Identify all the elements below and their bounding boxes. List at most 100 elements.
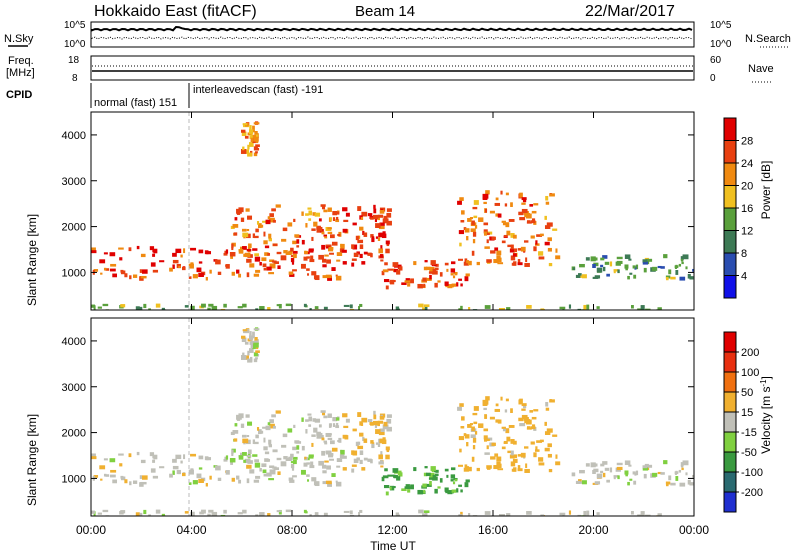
velocity-cell bbox=[217, 477, 222, 481]
power-cell bbox=[383, 279, 390, 283]
velocity-cell bbox=[446, 474, 449, 478]
power-cell bbox=[324, 254, 329, 257]
velocity-cell bbox=[483, 435, 488, 440]
velocity-cell bbox=[471, 426, 475, 432]
power-cell bbox=[308, 218, 312, 221]
power-cell bbox=[225, 264, 230, 269]
colorbar-swatch bbox=[724, 392, 736, 412]
power-colorbar-tick: 12 bbox=[741, 226, 753, 238]
power-cell bbox=[370, 217, 374, 220]
velocity-cell bbox=[545, 407, 550, 411]
x-tick-label: 00:00 bbox=[76, 523, 106, 537]
velocity-cell bbox=[178, 471, 181, 475]
power-cell bbox=[602, 266, 606, 272]
velocity-cell bbox=[600, 470, 604, 474]
power-cell bbox=[519, 192, 523, 198]
power-cell bbox=[259, 224, 264, 228]
velocity-cell bbox=[450, 479, 454, 482]
power-cell bbox=[555, 255, 561, 260]
power-cell bbox=[378, 225, 385, 230]
velocity-cell bbox=[423, 472, 428, 477]
power-cell bbox=[290, 255, 295, 258]
velocity-cell bbox=[136, 451, 140, 456]
power-cell bbox=[272, 243, 278, 246]
power-cell bbox=[325, 274, 332, 279]
velocity-cell bbox=[266, 472, 272, 477]
velocity-cell bbox=[352, 450, 358, 456]
velocity-cell bbox=[393, 486, 396, 489]
power-cell bbox=[467, 260, 472, 266]
power-cell bbox=[352, 244, 358, 250]
power-cell bbox=[524, 262, 530, 267]
power-cell bbox=[510, 244, 514, 250]
velocity-cell bbox=[247, 338, 253, 342]
power-cell bbox=[290, 247, 294, 252]
power-cell bbox=[172, 259, 179, 264]
power-cell bbox=[316, 225, 321, 230]
power-cell bbox=[249, 142, 254, 147]
power-cell bbox=[624, 254, 631, 259]
velocity-cell bbox=[143, 509, 147, 515]
velocity-cell bbox=[373, 414, 377, 420]
velocity-cell bbox=[393, 474, 398, 479]
power-cell bbox=[357, 206, 362, 212]
velocity-cell bbox=[310, 461, 314, 466]
velocity-cell bbox=[579, 469, 585, 474]
power-cell bbox=[253, 136, 259, 142]
power-cell bbox=[533, 203, 539, 206]
power-cell bbox=[500, 190, 503, 195]
power-cell bbox=[478, 217, 484, 222]
power-cell bbox=[482, 197, 488, 200]
power-cell bbox=[355, 235, 359, 241]
velocity-cell bbox=[585, 463, 590, 467]
velocity-cell bbox=[201, 509, 206, 514]
power-cell bbox=[232, 224, 239, 228]
power-cell bbox=[231, 242, 236, 247]
velocity-cell bbox=[484, 452, 490, 455]
power-cell bbox=[497, 262, 504, 265]
power-cell bbox=[381, 270, 385, 276]
velocity-cell bbox=[245, 414, 250, 418]
x-tick-label: 04:00 bbox=[176, 523, 206, 537]
power-cell bbox=[271, 260, 277, 263]
velocity-cell bbox=[386, 449, 390, 453]
power-cell bbox=[646, 258, 653, 262]
velocity-cell bbox=[327, 437, 333, 441]
velocity-colorbar-tick: -100 bbox=[741, 467, 763, 479]
velocity-cell bbox=[464, 482, 469, 488]
velocity-colorbar-tick: 200 bbox=[741, 347, 759, 359]
velocity-cell bbox=[336, 417, 340, 421]
power-cell bbox=[380, 245, 383, 250]
velocity-cell bbox=[318, 424, 322, 428]
power-cell bbox=[269, 213, 274, 218]
power-cell bbox=[253, 122, 260, 125]
velocity-cell bbox=[375, 429, 381, 435]
velocity-cell bbox=[491, 442, 496, 446]
power-cell bbox=[139, 269, 142, 273]
velocity-cell bbox=[248, 449, 252, 454]
velocity-cell bbox=[523, 446, 529, 449]
velocity-cell bbox=[437, 486, 441, 489]
velocity-cell bbox=[242, 452, 247, 456]
velocity-cell bbox=[496, 456, 502, 462]
velocity-cell bbox=[324, 460, 329, 463]
velocity-cell bbox=[190, 453, 197, 457]
velocity-cell bbox=[335, 481, 342, 487]
velocity-cell bbox=[337, 439, 341, 443]
power-cell bbox=[538, 256, 545, 260]
velocity-cell bbox=[343, 510, 350, 513]
velocity-cell bbox=[675, 470, 678, 474]
power-cell bbox=[246, 233, 251, 239]
power-cell bbox=[444, 262, 449, 266]
velocity-cell bbox=[501, 426, 506, 429]
velocity-cell bbox=[422, 483, 427, 488]
power-cell bbox=[472, 231, 477, 237]
power-cell bbox=[261, 257, 267, 262]
power-cell bbox=[493, 259, 499, 264]
velocity-cell bbox=[657, 471, 662, 475]
velocity-cell bbox=[198, 467, 203, 470]
power-cell bbox=[432, 270, 438, 275]
power-cell bbox=[530, 220, 536, 224]
velocity-cell bbox=[307, 479, 310, 482]
power-cell bbox=[276, 304, 282, 307]
